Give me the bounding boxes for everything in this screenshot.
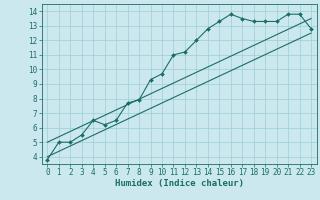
X-axis label: Humidex (Indice chaleur): Humidex (Indice chaleur) bbox=[115, 179, 244, 188]
